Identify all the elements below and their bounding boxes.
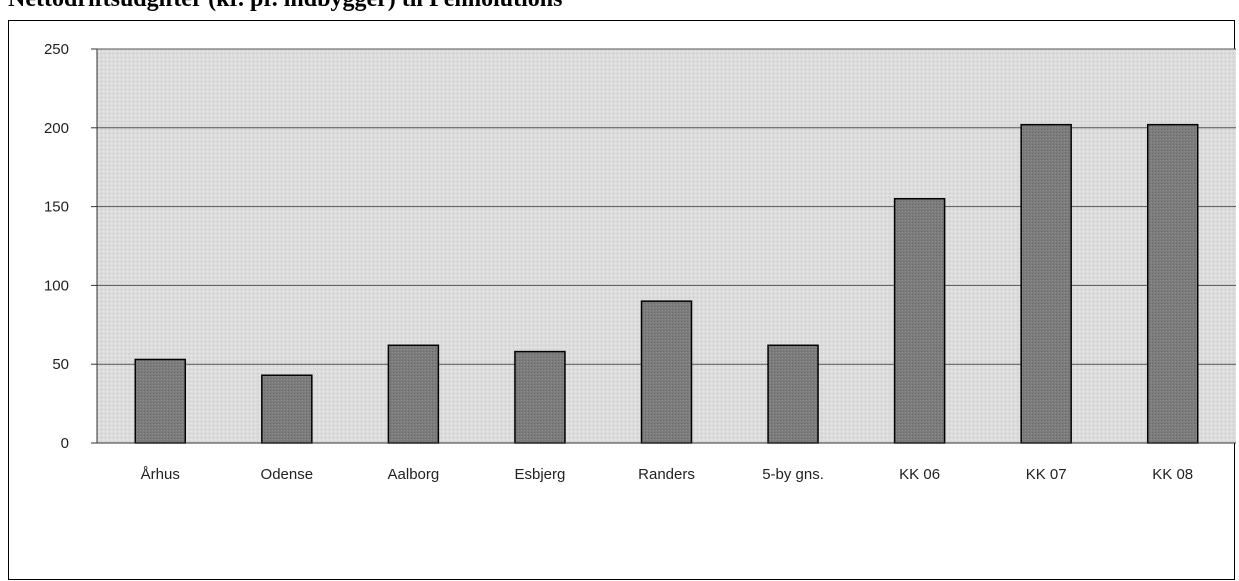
x-tick-label: KK 08 <box>1152 466 1193 483</box>
bar <box>387 344 440 444</box>
x-tick-label: Odense <box>261 466 314 483</box>
chart-title: Nettodriftsudgifter (kr. pr. indbygger) … <box>8 0 562 13</box>
bar <box>893 197 946 444</box>
bar-chart: 0 50 100 150 200 250 Århus Odense Aalborg Esbjer… <box>44 41 1236 483</box>
x-tick-label: Randers <box>638 466 695 483</box>
y-axis: 0 50 100 150 200 250 <box>44 41 98 452</box>
y-tick-label: 250 <box>44 41 69 58</box>
bar <box>514 350 566 444</box>
bar <box>134 358 187 444</box>
x-tick-label: 5-by gns. <box>762 466 824 483</box>
bar <box>1020 123 1072 444</box>
x-tick-label: KK 07 <box>1026 466 1067 483</box>
x-tick-label: KK 06 <box>899 466 940 483</box>
bars <box>134 123 1199 444</box>
y-tick-label: 0 <box>61 435 69 452</box>
bar <box>640 300 693 444</box>
y-tick-label: 200 <box>44 120 69 137</box>
bar <box>767 344 819 444</box>
y-tick-label: 100 <box>44 277 69 294</box>
bar <box>1146 123 1199 444</box>
chart-frame: 0 50 100 150 200 250 Århus Odense Aalborg Esbjer… <box>8 20 1236 580</box>
x-tick-label: Århus <box>141 466 180 483</box>
x-tick-label: Esbjerg <box>515 466 566 483</box>
x-tick-label: Aalborg <box>388 466 440 483</box>
y-tick-label: 150 <box>44 199 69 216</box>
x-axis: Århus Odense Aalborg Esbjerg Randers 5-by gns… <box>97 442 1236 483</box>
y-tick-label: 50 <box>52 356 69 373</box>
bar <box>261 374 313 444</box>
